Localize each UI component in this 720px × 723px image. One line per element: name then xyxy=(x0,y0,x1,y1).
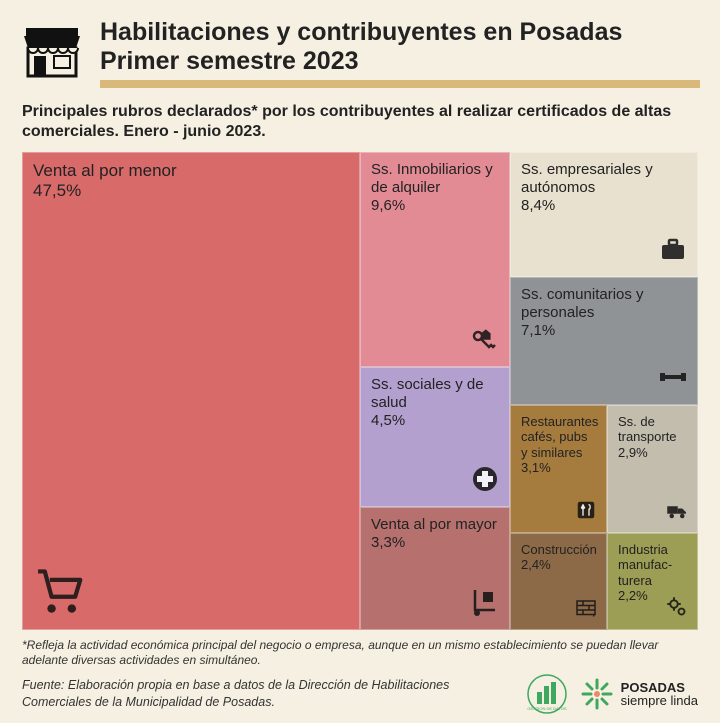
title-line1: Habilitaciones y contribuyentes en Posad… xyxy=(100,18,700,47)
treemap-cell-wholesale: Venta al por mayor3,3% xyxy=(360,507,510,630)
treemap-chart: Venta al por menor47,5%Ss. Inmobiliarios… xyxy=(22,152,698,630)
treemap-cell-health: Ss. sociales y de salud4,5% xyxy=(360,367,510,507)
briefcase-icon xyxy=(657,233,689,270)
treemap-cell-transport: Ss. de transporte2,9% xyxy=(607,405,698,533)
subtitle: Principales rubros declarados* por los c… xyxy=(0,96,720,152)
treemap-cell-construction: Construcción2,4% xyxy=(510,533,607,630)
cell-label: Industria manufac-turera xyxy=(618,542,687,589)
keyshouse-icon xyxy=(469,323,501,360)
cell-label: Ss. sociales y de salud xyxy=(371,376,499,412)
dumbbell-icon xyxy=(657,361,689,398)
title-line2: Primer semestre 2023 xyxy=(100,47,700,76)
footnote: *Refleja la actividad económica principa… xyxy=(0,630,720,670)
header: Habilitaciones y contribuyentes en Posad… xyxy=(0,0,720,96)
medcross-icon xyxy=(469,463,501,500)
title-rule xyxy=(100,80,700,88)
footer: Fuente: Elaboración propia en base a dat… xyxy=(0,670,720,714)
treemap-cell-community: Ss. comunitarios y personales7,1% xyxy=(510,277,698,405)
cell-pct: 9,6% xyxy=(371,197,499,215)
truck-icon xyxy=(665,498,689,526)
treemap-cell-realestate: Ss. Inmobiliarios y de alquiler9,6% xyxy=(360,152,510,367)
treemap-cell-business: Ss. empresariales y autónomos8,4% xyxy=(510,152,698,277)
cell-label: Ss. Inmobiliarios y de alquiler xyxy=(371,161,499,197)
title-block: Habilitaciones y contribuyentes en Posad… xyxy=(100,18,700,88)
cell-pct: 47,5% xyxy=(33,181,349,201)
wall-icon xyxy=(574,595,598,623)
cell-label: Venta al por mayor xyxy=(371,516,499,534)
treemap-cell-restaurants: Restaurantes cafés, pubs y similares3,1% xyxy=(510,405,607,533)
cell-label: Construcción xyxy=(521,542,596,558)
source-text: Fuente: Elaboración propia en base a dat… xyxy=(22,677,515,710)
cell-pct: 3,3% xyxy=(371,534,499,552)
svg-text:GESTION DE DATOS: GESTION DE DATOS xyxy=(527,706,567,711)
cart-icon xyxy=(33,563,87,622)
store-icon xyxy=(20,18,84,87)
gears-icon xyxy=(665,595,689,623)
cell-label: Restaurantes cafés, pubs y similares xyxy=(521,414,596,461)
utensils-icon xyxy=(574,498,598,526)
logo-gestion: GESTION DE DATOS xyxy=(527,674,567,714)
cell-pct: 2,4% xyxy=(521,557,596,573)
cell-pct: 3,1% xyxy=(521,460,596,476)
cell-pct: 7,1% xyxy=(521,322,687,340)
cell-label: Ss. comunitarios y personales xyxy=(521,286,687,322)
cell-pct: 8,4% xyxy=(521,197,687,215)
cell-pct: 2,9% xyxy=(618,445,687,461)
treemap-cell-retail: Venta al por menor47,5% xyxy=(22,152,360,630)
cell-pct: 4,5% xyxy=(371,412,499,430)
logo-posadas: POSADAS siempre linda xyxy=(579,676,698,712)
cell-label: Ss. empresariales y autónomos xyxy=(521,161,687,197)
treemap-cell-manufacture: Industria manufac-turera2,2% xyxy=(607,533,698,630)
cell-label: Ss. de transporte xyxy=(618,414,687,445)
logo-posadas-text: POSADAS siempre linda xyxy=(621,681,698,707)
dolly-icon xyxy=(469,586,501,623)
cell-label: Venta al por menor xyxy=(33,161,349,181)
